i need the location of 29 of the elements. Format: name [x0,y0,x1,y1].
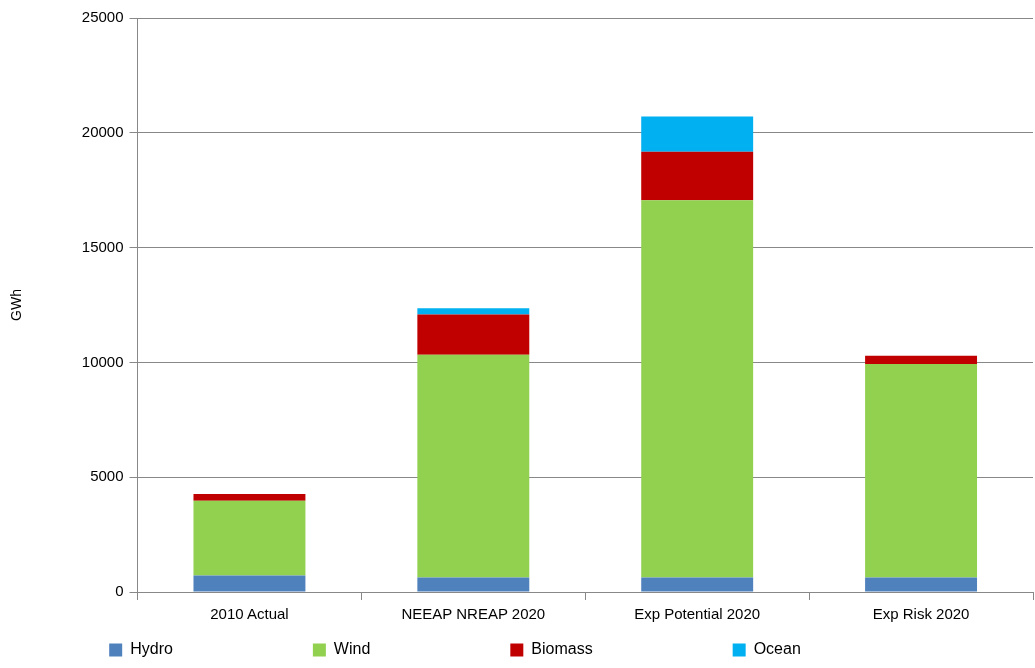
bar [641,116,754,152]
y-tick-label: 5000 [90,467,124,485]
bar [641,151,754,201]
y-tick-label: 20000 [81,122,124,140]
y-tick-label: 10000 [81,352,124,370]
legend-label: Wind [333,640,499,658]
bar [417,314,530,355]
bar [865,577,978,592]
x-tick-label: NEEAP NREAP 2020 [401,605,546,623]
x-tick-label: Exp Risk 2020 [872,605,970,623]
x-tick-label: Exp Potential 2020 [634,605,761,623]
legend-label: Biomass [531,640,721,658]
bar [641,200,754,578]
bar [865,364,978,578]
bar [417,308,530,315]
bar [193,500,306,576]
y-axis-title: GWh [8,289,25,321]
bar [417,354,530,578]
legend-label: Ocean [753,640,929,658]
legend-label: Hydro [130,640,301,658]
bar [417,577,530,592]
bar [865,355,978,365]
bar [641,577,754,592]
x-tick-label: 2010 Actual [210,605,289,623]
bar [193,575,306,592]
y-tick-label: 15000 [81,237,124,255]
y-tick-label: 0 [115,582,124,600]
y-tick-label: 25000 [81,8,124,26]
bar [193,493,306,501]
